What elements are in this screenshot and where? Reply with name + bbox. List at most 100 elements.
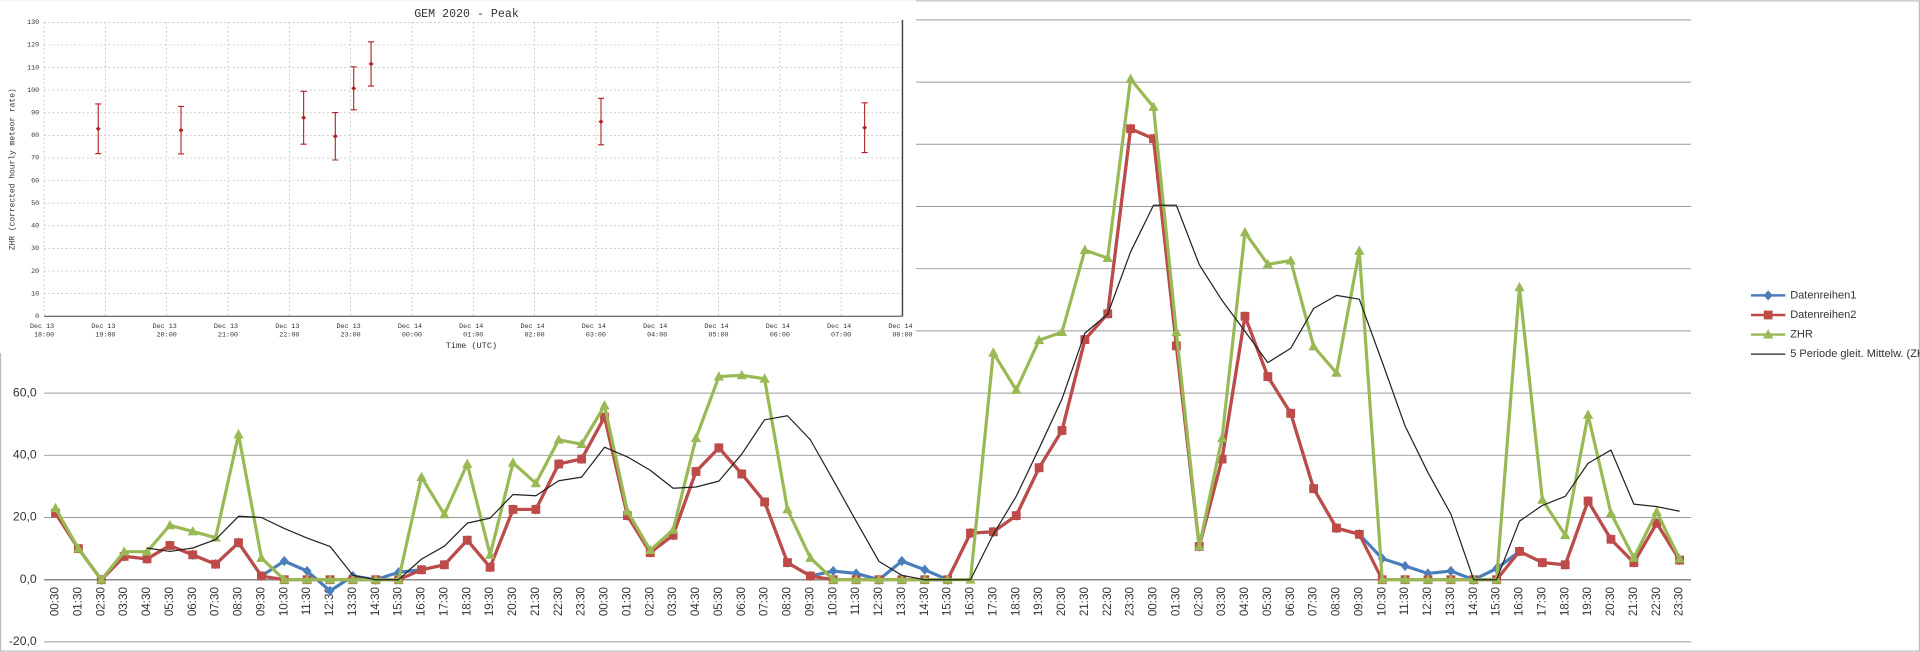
x-tick-label: 10:30 [277, 587, 290, 617]
x-tick-label: Dec 13 21:00 [214, 323, 242, 340]
marker [966, 528, 975, 538]
x-tick-label: 05:30 [712, 587, 725, 617]
marker [828, 565, 838, 577]
marker [1079, 244, 1090, 254]
marker [301, 574, 313, 584]
x-tick-label: 17:30 [1535, 587, 1548, 617]
x-tick-label: Dec 13 18:00 [30, 323, 58, 340]
marker [1422, 574, 1434, 584]
x-tick-label: 11:30 [300, 587, 313, 616]
x-tick-label: Dec 14 05:00 [704, 323, 732, 340]
marker [1332, 523, 1341, 533]
marker [1354, 245, 1365, 255]
x-tick-label: 01:30 [71, 587, 84, 617]
marker [919, 574, 930, 584]
marker [1171, 326, 1182, 337]
x-tick-label: 08:30 [781, 587, 794, 617]
marker [645, 544, 656, 555]
x-tick-label: 00:30 [598, 587, 611, 617]
inset-chart: GEM 2020 - Peak ZHR (corrected hourly me… [0, 0, 917, 353]
x-tick-label: 06:30 [186, 587, 199, 617]
marker [1102, 252, 1113, 263]
x-tick-label: 04:30 [1238, 587, 1251, 617]
marker [439, 509, 450, 519]
x-tick-label: 10:30 [1375, 587, 1388, 617]
x-tick-label: 02:30 [643, 587, 656, 617]
marker [1652, 518, 1662, 528]
series-line [54, 77, 1682, 582]
x-tick-label: 10:30 [826, 587, 839, 617]
y-tick-label: 20,0 [13, 510, 37, 524]
x-tick-label: 21:30 [529, 587, 542, 617]
x-tick-label: 14:30 [1467, 587, 1480, 617]
marker [118, 546, 130, 556]
marker [1011, 511, 1021, 521]
marker [1217, 454, 1227, 464]
legend-marker [1763, 310, 1773, 320]
marker [805, 571, 815, 581]
marker [1057, 426, 1067, 435]
x-tick-label: 11:30 [1398, 587, 1411, 616]
marker [1308, 341, 1319, 351]
x-tick-label: Dec 13 22:00 [275, 323, 303, 340]
x-tick-label: 22:30 [552, 587, 565, 617]
series-line [54, 127, 1681, 593]
marker [1629, 558, 1639, 568]
legend-label: Datenreihen1 [1790, 289, 1856, 301]
x-tick-label: 14:30 [369, 587, 382, 617]
marker [1080, 335, 1090, 345]
x-tick-label: Dec 14 04:00 [643, 323, 671, 340]
x-tick-label: Dec 14 07:00 [827, 323, 855, 340]
legend-marker [1763, 290, 1773, 301]
marker [805, 552, 816, 562]
x-tick-label: 06:30 [1284, 587, 1297, 617]
x-tick-label: 19:30 [483, 587, 496, 617]
legend-label: ZHR [1790, 328, 1813, 340]
marker [530, 477, 542, 488]
x-tick-label: 23:30 [1124, 587, 1137, 617]
x-tick-label: 00:30 [1147, 587, 1160, 617]
marker [508, 505, 518, 514]
x-tick-label: Dec 13 20:00 [153, 323, 181, 340]
x-tick-label: 22:30 [1101, 587, 1114, 617]
x-tick-label: 08:30 [232, 587, 245, 617]
x-tick-label: 09:30 [254, 587, 267, 617]
marker [850, 574, 862, 584]
x-tick-label: 03:30 [1215, 587, 1228, 617]
marker [416, 471, 427, 481]
marker [1583, 496, 1593, 506]
x-tick-label: 21:30 [1078, 587, 1091, 617]
marker [256, 571, 266, 581]
legend-marker [1763, 329, 1774, 339]
y-tick-label: 60 [31, 177, 39, 185]
marker [164, 519, 176, 530]
marker [553, 434, 564, 444]
x-tick-label: 23:30 [1673, 587, 1686, 617]
x-tick-label: 03:30 [117, 587, 130, 617]
marker [1034, 463, 1044, 473]
series-line [146, 204, 1680, 581]
marker [690, 432, 702, 443]
marker [988, 347, 999, 357]
x-tick-label: 11:30 [849, 587, 862, 616]
marker [1263, 372, 1273, 382]
x-tick-label: 09:30 [803, 587, 816, 617]
marker [347, 574, 359, 584]
x-tick-label: 19:30 [1032, 587, 1045, 617]
marker [96, 574, 107, 584]
x-tick-label: 18:30 [1009, 587, 1022, 617]
y-tick-label: 30 [31, 245, 39, 253]
marker [1286, 408, 1296, 418]
x-tick-label: 20:30 [1604, 587, 1617, 617]
y-tick-label: 90 [31, 110, 39, 118]
x-tick-label: 14:30 [918, 587, 931, 617]
x-tick-label: 06:30 [735, 587, 748, 617]
y-tick-label: 50 [31, 200, 39, 208]
marker [1148, 101, 1159, 111]
x-tick-label: 00:30 [49, 587, 62, 617]
marker [256, 552, 267, 562]
x-tick-label: 01:30 [620, 587, 633, 617]
marker [1514, 281, 1525, 292]
x-tick-label: 15:30 [1490, 587, 1503, 617]
marker [1377, 574, 1388, 584]
